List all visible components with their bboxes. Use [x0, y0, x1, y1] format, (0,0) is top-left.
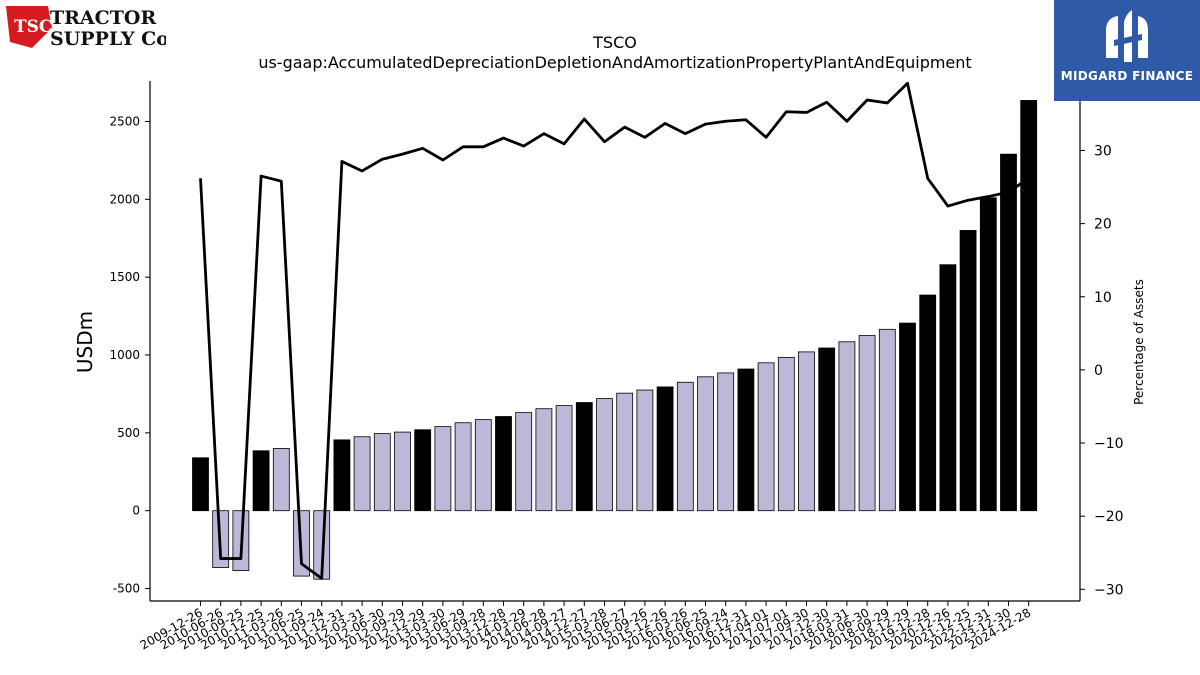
tractor-supply-logo: TSC TRACTOR SUPPLY Co [6, 4, 169, 50]
bar-2016-12-31 [737, 368, 755, 512]
bar-2016-06-25 [697, 376, 714, 512]
logo-line-1: TRACTOR [50, 7, 156, 29]
bar-2015-06-27 [616, 392, 634, 512]
bar-2012-03-31 [353, 436, 371, 512]
bar-2011-03-26 [272, 448, 290, 512]
bar-2013-06-29 [454, 422, 472, 512]
bar-2018-12-29 [899, 322, 916, 512]
y2-tick-label: 10 [1094, 290, 1112, 306]
logo-badge-text: TSC [14, 17, 52, 37]
bar-2018-06-30 [858, 335, 876, 512]
y2-tick-label: 20 [1094, 217, 1112, 233]
bar-2015-03-28 [596, 398, 613, 512]
bar-2018-09-29 [878, 328, 896, 512]
y-tick-label: 500 [117, 426, 140, 440]
y2-tick-label: −10 [1094, 436, 1124, 452]
y2-tick-label: −30 [1094, 582, 1124, 598]
y-tick-label: -500 [113, 582, 140, 596]
y-tick-label: 1500 [109, 270, 140, 284]
midgard-finance-wordmark: MIDGARD FINANCE [1060, 69, 1194, 83]
chart-subtitle: us-gaap:AccumulatedDepreciationDepletion… [258, 53, 971, 72]
bar-2019-12-28 [919, 294, 937, 512]
bar-2013-03-30 [434, 426, 452, 512]
bar-2016-09-24 [717, 372, 735, 512]
bar-2012-12-29 [414, 429, 432, 512]
bar-2017-07-01 [777, 356, 795, 512]
bar-2022-12-31 [979, 197, 997, 512]
y-tick-label: 2500 [109, 114, 140, 128]
y2-tick-label: −20 [1094, 509, 1124, 525]
y2-tick-label: 30 [1094, 143, 1112, 159]
bar-2015-12-26 [656, 386, 674, 512]
bar-2010-12-25 [252, 450, 270, 512]
midgard-emblem-icon [1106, 10, 1148, 62]
tractor-supply-logo-graphic: TSC TRACTOR SUPPLY Co [6, 6, 169, 50]
bar-2017-12-30 [818, 347, 836, 512]
bar-2020-12-26 [939, 264, 957, 512]
bar-2024-12-28 [1020, 100, 1038, 512]
y-tick-label: 0 [132, 504, 140, 518]
bar-2014-12-27 [575, 402, 593, 512]
bar-2013-12-28 [495, 416, 512, 512]
bar-2016-03-26 [676, 381, 694, 512]
logo-line-2: SUPPLY Co [50, 28, 166, 50]
bar-2021-12-25 [959, 230, 977, 512]
midgard-finance-logo: MIDGARD FINANCE [1054, 0, 1200, 101]
chart-title-group: TSCO us-gaap:AccumulatedDepreciationDepl… [258, 33, 971, 72]
y-tick-label: 1000 [109, 348, 140, 362]
y2-axis-label: Percentage of Assets [1132, 279, 1146, 405]
bar-2017-09-30 [798, 351, 815, 512]
bar-2013-09-28 [474, 419, 492, 512]
series-line-percentage-of-assets [199, 81, 1030, 580]
bar-2012-09-29 [394, 431, 411, 512]
bar-2011-12-31 [333, 439, 351, 512]
bar-2017-04-01 [757, 362, 775, 512]
plot-area: -500 0 500 1000 1500 2000 2500 −30 −20 −10 0 10 20 30… [109, 70, 1123, 652]
bar-2018-03-31 [838, 341, 856, 512]
bar-2014-09-27 [555, 405, 573, 512]
bar-2015-09-26 [636, 389, 654, 512]
bar-2014-03-29 [515, 412, 533, 512]
y-tick-label: 2000 [109, 192, 140, 206]
y2-tick-label: 0 [1094, 363, 1103, 379]
y-axis-label: USDm [73, 311, 97, 373]
chart-title: TSCO [592, 33, 637, 52]
bar-2012-06-30 [373, 433, 391, 512]
bar-2014-06-28 [535, 408, 553, 512]
bar-2009-12-26 [192, 457, 209, 512]
bar-2023-12-30 [1000, 153, 1017, 512]
